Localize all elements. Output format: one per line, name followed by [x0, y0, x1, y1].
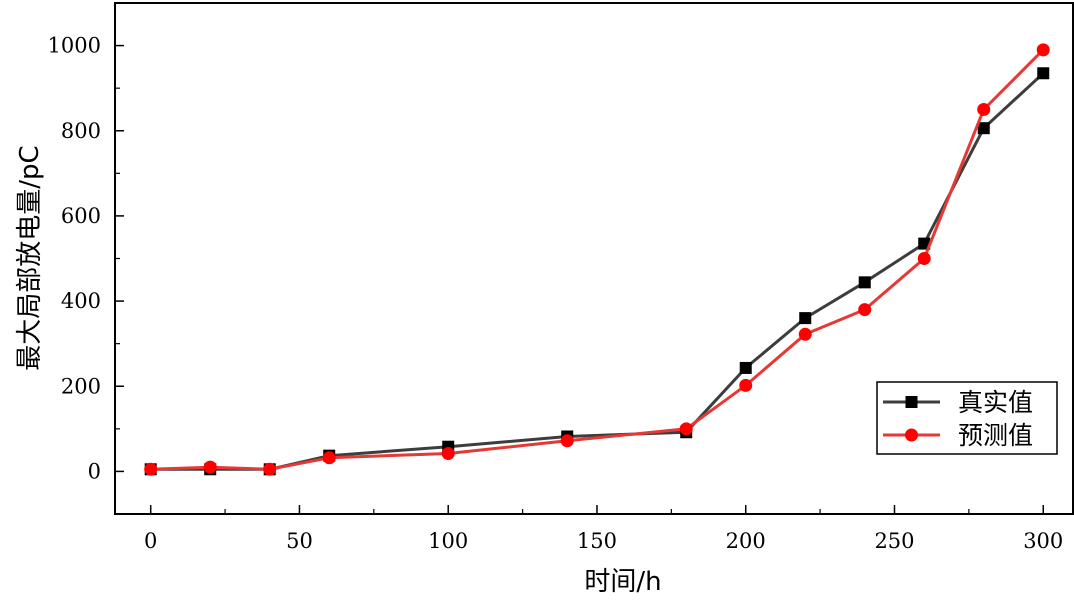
- x-tick-label: 50: [286, 529, 313, 553]
- y-tick-label: 200: [61, 374, 101, 398]
- legend-label-1: 真实值: [958, 388, 1033, 417]
- series-layer: [144, 43, 1050, 476]
- x-tick-label: 250: [874, 529, 914, 553]
- legend-box: [876, 381, 1058, 455]
- y-tick-label: 600: [61, 204, 101, 228]
- data-point-series-1: [1037, 67, 1050, 80]
- x-tick-label: 150: [577, 529, 617, 553]
- x-tick-label: 300: [1023, 529, 1063, 553]
- data-point-series-2: [858, 303, 872, 317]
- data-point-series-2: [560, 434, 574, 448]
- data-point-series-2: [263, 462, 277, 476]
- y-tick-label: 1000: [48, 34, 101, 58]
- data-point-series-2: [322, 451, 336, 465]
- y-tick-label: 800: [61, 119, 101, 143]
- data-point-series-1: [918, 237, 931, 250]
- data-point-series-2: [203, 460, 217, 474]
- y-tick-label: 400: [61, 289, 101, 313]
- legend-marker-2: [905, 428, 918, 442]
- data-point-series-2: [679, 422, 693, 436]
- data-point-series-2: [977, 102, 991, 116]
- data-point-series-1: [739, 361, 752, 374]
- x-axis: 0 50 100 150 200 250 300: [144, 505, 1063, 553]
- x-axis-label: 时间/h: [584, 567, 661, 597]
- y-tick-label: 0: [88, 459, 101, 483]
- y-axis-label: 最大局部放电量/pC: [15, 145, 45, 370]
- legend-label-2: 预测值: [958, 421, 1033, 450]
- data-point-series-2: [441, 447, 455, 461]
- data-point-series-2: [917, 252, 931, 265]
- data-point-series-2: [798, 327, 812, 341]
- data-point-series-2: [739, 378, 753, 392]
- data-point-series-1: [977, 122, 990, 135]
- x-tick-label: 100: [428, 529, 468, 553]
- x-tick-label: 0: [144, 529, 157, 553]
- data-point-series-2: [1036, 43, 1050, 57]
- legend-marker-1: [905, 396, 918, 408]
- data-point-series-1: [799, 312, 812, 325]
- x-tick-label: 200: [726, 529, 766, 553]
- y-axis: 0 200 400 600 800 1000: [48, 34, 124, 483]
- data-point-series-1: [858, 276, 871, 289]
- data-point-series-2: [144, 462, 158, 476]
